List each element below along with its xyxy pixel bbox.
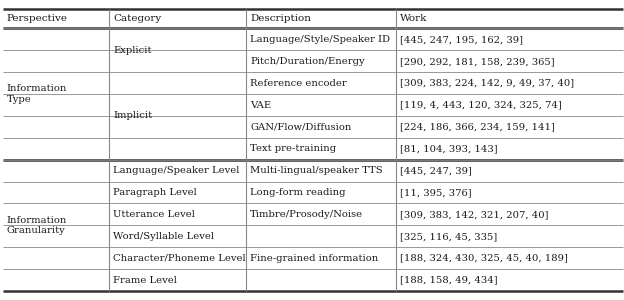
Text: Long-form reading: Long-form reading <box>250 188 346 197</box>
Text: Work: Work <box>400 14 427 23</box>
Text: [81, 104, 393, 143]: [81, 104, 393, 143] <box>400 144 497 153</box>
Text: [119, 4, 443, 120, 324, 325, 74]: [119, 4, 443, 120, 324, 325, 74] <box>400 100 562 109</box>
Text: Fine-grained information: Fine-grained information <box>250 254 379 263</box>
Text: Pitch/Duration/Energy: Pitch/Duration/Energy <box>250 57 365 66</box>
Text: Reference encoder: Reference encoder <box>250 79 347 88</box>
Text: [290, 292, 181, 158, 239, 365]: [290, 292, 181, 158, 239, 365] <box>400 57 555 66</box>
Text: Language/Style/Speaker ID: Language/Style/Speaker ID <box>250 35 390 44</box>
Text: Language/Speaker Level: Language/Speaker Level <box>113 166 240 175</box>
Text: VAE: VAE <box>250 100 271 109</box>
Text: GAN/Flow/Diffusion: GAN/Flow/Diffusion <box>250 122 351 131</box>
Text: [188, 324, 430, 325, 45, 40, 189]: [188, 324, 430, 325, 45, 40, 189] <box>400 254 568 263</box>
Text: Character/Phoneme Level: Character/Phoneme Level <box>113 254 246 263</box>
Text: [325, 116, 45, 335]: [325, 116, 45, 335] <box>400 232 497 241</box>
Text: Perspective: Perspective <box>7 14 68 23</box>
Text: [445, 247, 39]: [445, 247, 39] <box>400 166 472 175</box>
Text: [309, 383, 224, 142, 9, 49, 37, 40]: [309, 383, 224, 142, 9, 49, 37, 40] <box>400 79 574 88</box>
Text: [224, 186, 366, 234, 159, 141]: [224, 186, 366, 234, 159, 141] <box>400 122 555 131</box>
Text: Paragraph Level: Paragraph Level <box>113 188 197 197</box>
Text: Timbre/Prosody/Noise: Timbre/Prosody/Noise <box>250 210 363 219</box>
Text: Category: Category <box>113 14 161 23</box>
Text: [11, 395, 376]: [11, 395, 376] <box>400 188 472 197</box>
Text: [188, 158, 49, 434]: [188, 158, 49, 434] <box>400 276 497 285</box>
Text: Description: Description <box>250 14 311 23</box>
Text: Information
Type: Information Type <box>7 84 67 104</box>
Text: [309, 383, 142, 321, 207, 40]: [309, 383, 142, 321, 207, 40] <box>400 210 548 219</box>
Text: Text pre-training: Text pre-training <box>250 144 336 153</box>
Text: Multi-lingual/speaker TTS: Multi-lingual/speaker TTS <box>250 166 383 175</box>
Text: Implicit: Implicit <box>113 112 152 121</box>
Text: [445, 247, 195, 162, 39]: [445, 247, 195, 162, 39] <box>400 35 523 44</box>
Text: Frame Level: Frame Level <box>113 276 177 285</box>
Text: Explicit: Explicit <box>113 46 152 55</box>
Text: Word/Syllable Level: Word/Syllable Level <box>113 232 214 241</box>
Text: Information
Granularity: Information Granularity <box>7 216 67 235</box>
Text: Utterance Level: Utterance Level <box>113 210 195 219</box>
